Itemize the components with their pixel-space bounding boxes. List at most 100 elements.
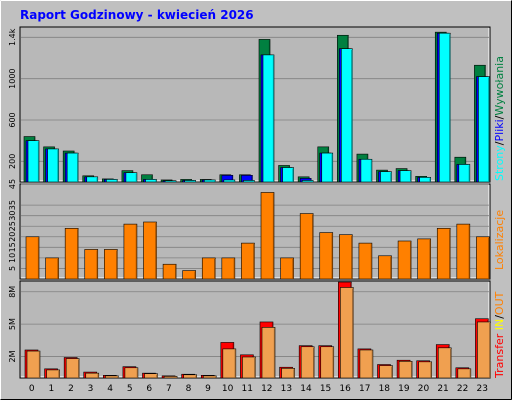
bar-transfer-out xyxy=(46,369,60,379)
x-tick-label: 23 xyxy=(476,384,487,394)
x-tick-label: 19 xyxy=(398,384,410,394)
bar-transfer-out xyxy=(105,375,119,379)
bar-transfer-out xyxy=(242,356,256,379)
y-tick-label: 600 xyxy=(8,112,17,127)
bar-transfer-out xyxy=(437,347,452,379)
y-tick-label: 2M xyxy=(8,350,17,362)
bar-strony xyxy=(106,179,118,183)
y-tick-label: 30 xyxy=(8,211,17,221)
bar-strony xyxy=(341,48,353,183)
x-tick-label: 0 xyxy=(29,384,35,394)
bar-strony xyxy=(66,152,79,183)
bar-lokalizacje xyxy=(456,223,471,280)
bar-transfer-out xyxy=(398,360,413,379)
x-tick-label: 16 xyxy=(339,384,351,394)
x-tick-label: 1 xyxy=(49,384,55,394)
bar-lokalizacje xyxy=(397,240,412,280)
bar-lokalizacje xyxy=(299,213,314,280)
plot-area xyxy=(19,26,491,183)
y-tick-label: 1000 xyxy=(8,68,17,88)
legend-transfer-label: Transfer xyxy=(493,333,506,379)
bar-strony xyxy=(419,177,431,183)
bar-lokalizacje xyxy=(319,232,334,280)
bar-lokalizacje xyxy=(45,257,59,280)
legend-lokalizacje: Lokalizacje xyxy=(493,210,506,270)
x-tick-label: 2 xyxy=(68,384,74,394)
requests-panel: 200 600 1000 1.4k xyxy=(8,26,491,183)
bar-transfer-out xyxy=(26,350,41,379)
x-tick-label: 8 xyxy=(186,384,192,394)
chart-title: Raport Godzinowy - kwiecień 2026 xyxy=(20,8,254,22)
legend-transfer: Transfer IN/OUT xyxy=(493,291,506,379)
bar-transfer-out xyxy=(320,346,335,379)
bar-strony xyxy=(243,180,255,183)
bar-transfer-out xyxy=(222,348,237,379)
y-tick-label: 25 xyxy=(8,221,17,231)
bar-lokalizacje xyxy=(476,236,490,280)
bar-lokalizacje xyxy=(378,255,392,280)
bar-transfer-out xyxy=(300,346,315,379)
bar-lokalizacje xyxy=(123,223,138,280)
bar-lokalizacje xyxy=(104,249,118,280)
x-tick-label: 18 xyxy=(379,384,391,394)
bar-strony xyxy=(145,179,157,183)
x-tick-label: 22 xyxy=(457,384,468,394)
bar-lokalizacje xyxy=(143,221,157,280)
x-tick-label: 4 xyxy=(107,384,113,394)
bar-strony xyxy=(360,158,373,183)
y-tick-label: 200 xyxy=(8,154,17,169)
hour-axis: 0 1 2 3 4 5 6 7 8 9 10 11 12 13 14 15 16 17 18 19 20 21 22 23 xyxy=(29,384,488,394)
x-tick-label: 3 xyxy=(88,384,94,394)
y-tick-label: 15 xyxy=(8,242,17,252)
bar-strony xyxy=(438,32,451,183)
bar-lokalizacje xyxy=(358,242,373,280)
bar-lokalizacje xyxy=(64,228,79,280)
bar-transfer-out xyxy=(340,287,354,379)
bar-lokalizacje xyxy=(221,257,236,280)
bar-strony xyxy=(184,180,196,183)
bar-strony xyxy=(203,179,216,183)
bar-strony xyxy=(47,148,59,183)
bar-strony xyxy=(262,54,275,183)
bar-strony xyxy=(478,76,490,183)
bar-lokalizacje xyxy=(280,257,294,280)
bar-lokalizacje xyxy=(84,249,99,280)
bar-transfer-out xyxy=(281,367,295,379)
bar-strony xyxy=(223,179,236,183)
y-tick-label: 10 xyxy=(8,253,17,263)
x-tick-label: 5 xyxy=(127,384,133,394)
bar-strony xyxy=(282,167,294,183)
bar-transfer-out xyxy=(359,349,374,379)
bar-strony xyxy=(125,172,138,183)
bar-lokalizacje xyxy=(25,236,40,280)
legend-in: IN xyxy=(493,319,506,330)
bar-transfer-out xyxy=(457,368,472,379)
bar-transfer-out xyxy=(477,321,491,379)
bar-lokalizacje xyxy=(436,228,451,280)
x-tick-label: 17 xyxy=(359,384,370,394)
bar-lokalizacje xyxy=(241,242,255,280)
x-tick-label: 21 xyxy=(437,384,448,394)
y-tick-label: 45 xyxy=(8,179,17,189)
bar-strony xyxy=(27,140,40,183)
bar-strony xyxy=(86,176,99,183)
bar-lokalizacje xyxy=(182,270,196,280)
y-tick-label: 8M xyxy=(8,286,17,298)
bar-strony xyxy=(321,152,334,183)
y-tick-label: 1.4k xyxy=(8,28,17,46)
bar-transfer-out xyxy=(202,375,217,379)
bar-transfer-out xyxy=(379,365,393,379)
bar-lokalizacje xyxy=(260,192,275,280)
x-tick-label: 11 xyxy=(241,384,252,394)
x-tick-label: 7 xyxy=(166,384,172,394)
bar-lokalizacje xyxy=(417,238,431,280)
bar-transfer-out xyxy=(124,367,139,379)
bar-transfer-out xyxy=(65,358,80,379)
plot-area xyxy=(19,183,491,280)
y-tick-label: 35 xyxy=(8,200,17,210)
bar-lokalizacje xyxy=(339,234,353,280)
x-tick-label: 6 xyxy=(146,384,152,394)
bar-strony xyxy=(301,180,314,183)
